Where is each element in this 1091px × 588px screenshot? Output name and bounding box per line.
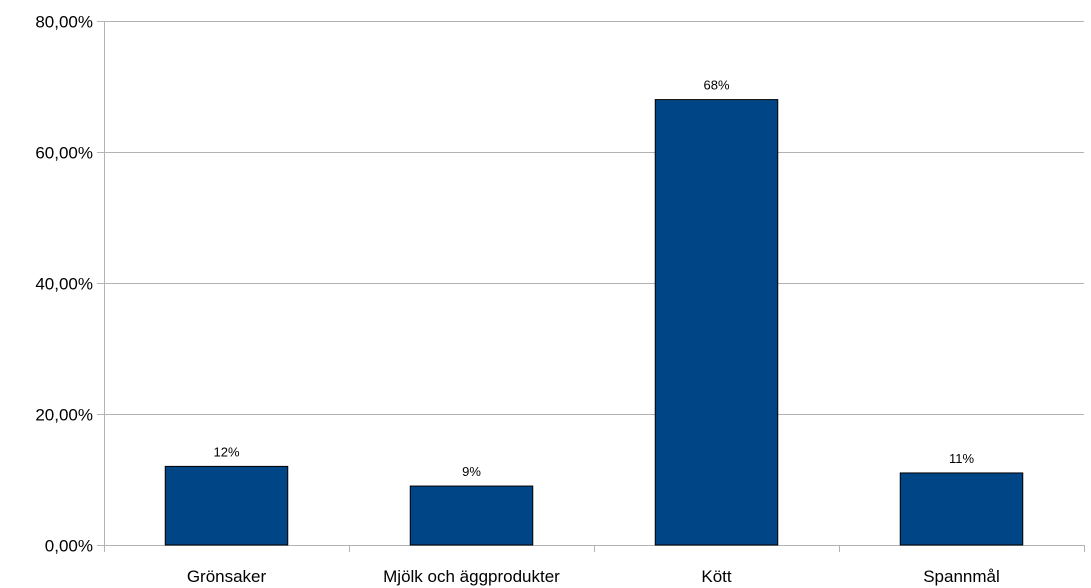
labels: 0,00% 20,00% 40,00% 60,00% 80,00% 12% Grönsake… <box>35 13 999 587</box>
x-category-label: Mjölk och äggprodukter <box>383 567 560 586</box>
bar <box>654 99 779 546</box>
grid-lines <box>104 21 1084 415</box>
y-tick-label: 80,00% <box>35 13 93 32</box>
bars <box>164 99 1024 546</box>
data-label: 9% <box>462 464 481 479</box>
bar <box>899 472 1024 546</box>
data-label: 12% <box>213 444 239 459</box>
x-category-label: Spannmål <box>923 567 1000 586</box>
y-tick-label: 0,00% <box>45 537 93 556</box>
y-tick-label: 40,00% <box>35 275 93 294</box>
bar <box>409 485 534 546</box>
data-label: 68% <box>703 78 729 93</box>
x-category-label: Grönsaker <box>187 567 267 586</box>
bar <box>164 465 289 546</box>
y-tick-label: 60,00% <box>35 144 93 163</box>
y-tick-label: 20,00% <box>35 406 93 425</box>
x-category-label: Kött <box>701 567 732 586</box>
data-label: 11% <box>949 451 974 466</box>
